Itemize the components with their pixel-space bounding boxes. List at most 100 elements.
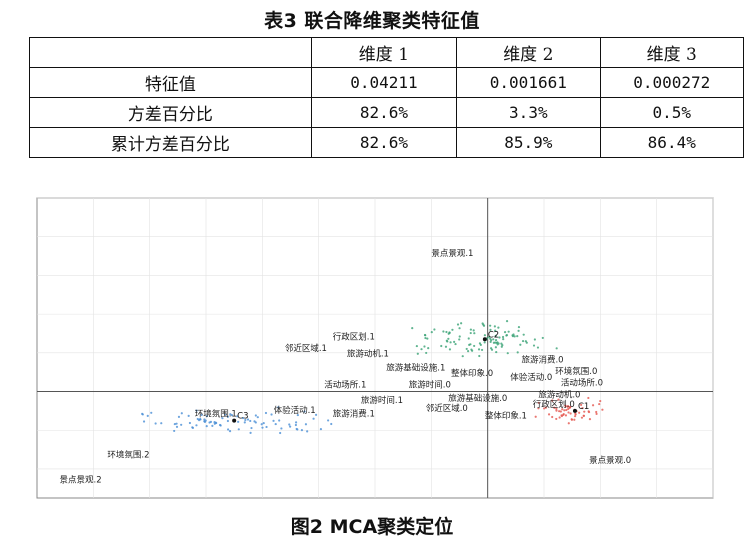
table-row: 特征值 0.04211 0.001661 0.000272 bbox=[29, 67, 744, 98]
observation-point bbox=[416, 352, 419, 355]
observation-point bbox=[280, 427, 283, 430]
observation-point bbox=[595, 412, 598, 416]
observation-point bbox=[564, 404, 567, 407]
observation-point bbox=[433, 328, 436, 331]
observation-point bbox=[228, 430, 232, 433]
category-label: 旅游时间.1 bbox=[361, 395, 403, 406]
grid-lines bbox=[37, 197, 714, 498]
observation-point bbox=[580, 416, 584, 419]
header-cell: 维度 1 bbox=[310, 37, 458, 68]
observation-point bbox=[327, 419, 330, 422]
observation-point bbox=[551, 415, 554, 419]
category-label: 旅游消费.1 bbox=[333, 409, 375, 420]
observation-point bbox=[517, 325, 521, 329]
observation-point bbox=[581, 406, 584, 410]
observation-point bbox=[469, 331, 472, 335]
observation-point bbox=[274, 422, 277, 426]
observation-point bbox=[423, 345, 426, 348]
category-label: 环境氛围.1 bbox=[195, 409, 237, 420]
observation-point bbox=[203, 418, 206, 421]
observation-point bbox=[467, 337, 470, 340]
observation-point bbox=[465, 347, 468, 351]
observation-point bbox=[601, 408, 604, 411]
observation-point bbox=[142, 420, 146, 423]
observation-point bbox=[517, 329, 520, 332]
observation-point bbox=[289, 425, 292, 428]
observation-point bbox=[458, 335, 461, 338]
observation-point bbox=[236, 415, 239, 418]
observation-point bbox=[506, 352, 509, 355]
table-row: 方差百分比 82.6% 3.3% 0.5% bbox=[29, 97, 744, 128]
cluster-center-label: C3 bbox=[237, 412, 248, 422]
observation-point bbox=[534, 415, 537, 418]
observation-point bbox=[547, 413, 551, 416]
observation-point bbox=[555, 347, 558, 350]
table-cell: 3.3% bbox=[456, 97, 601, 128]
observation-point bbox=[537, 401, 540, 404]
observation-point bbox=[226, 419, 230, 423]
observation-point bbox=[544, 406, 548, 409]
observation-point bbox=[460, 322, 463, 325]
category-label: 旅游动机.1 bbox=[347, 349, 389, 360]
observation-point bbox=[250, 426, 253, 430]
observation-point bbox=[507, 330, 510, 333]
observation-point bbox=[226, 415, 229, 418]
observation-point bbox=[501, 335, 505, 339]
observation-point bbox=[588, 418, 592, 421]
observation-point bbox=[497, 326, 500, 329]
observation-point bbox=[300, 429, 304, 432]
observation-point bbox=[543, 407, 546, 410]
row-label: 特征值 bbox=[29, 67, 312, 98]
observation-point bbox=[583, 410, 586, 413]
figure-caption: 图2 MCA聚类定位 bbox=[290, 516, 454, 538]
mca-scatter-plot: 景点景观.1 行政区划.1 邻近区域.1 旅游动机.1 旅游基础设施.1 活动场所.1 旅游… bbox=[36, 197, 714, 499]
category-labels: 景点景观.1 行政区划.1 邻近区域.1 旅游动机.1 旅游基础设施.1 活动场所.1 旅游… bbox=[60, 249, 632, 485]
observation-point bbox=[567, 407, 570, 411]
observation-point bbox=[442, 330, 445, 333]
reference-lines bbox=[37, 198, 713, 498]
category-label: 环境氛围.0 bbox=[555, 366, 597, 377]
observation-point bbox=[175, 425, 179, 428]
category-label: 景点景观.1 bbox=[431, 249, 473, 259]
observation-point bbox=[473, 344, 476, 348]
observation-point bbox=[319, 428, 323, 431]
observation-point bbox=[498, 336, 501, 339]
category-label: 活动场所.1 bbox=[324, 380, 366, 391]
observation-point bbox=[253, 420, 256, 423]
observation-point bbox=[187, 414, 190, 417]
observation-point bbox=[306, 430, 309, 433]
observation-point bbox=[513, 335, 516, 338]
observation-point bbox=[467, 350, 470, 353]
table-row: 累计方差百分比 82.6% 85.9% 86.4% bbox=[29, 127, 744, 158]
observation-point bbox=[489, 328, 492, 331]
observation-point bbox=[570, 418, 573, 421]
observation-point bbox=[330, 422, 333, 426]
category-label: 整体印象.1 bbox=[485, 411, 527, 422]
observation-point bbox=[424, 336, 427, 340]
observation-point bbox=[411, 327, 414, 330]
observation-point bbox=[141, 412, 144, 415]
observation-point bbox=[519, 343, 522, 346]
observation-point bbox=[461, 355, 464, 358]
observation-point bbox=[205, 415, 209, 418]
observation-point bbox=[561, 408, 564, 411]
category-label: 邻近区域.0 bbox=[426, 403, 468, 414]
header-cell: 维度 2 bbox=[456, 37, 601, 68]
observation-point bbox=[451, 328, 454, 331]
row-label: 累计方差百分比 bbox=[29, 127, 312, 158]
observation-point bbox=[521, 339, 525, 343]
table-cell: 0.000272 bbox=[599, 67, 744, 98]
category-label: 行政区划.1 bbox=[333, 331, 375, 342]
observation-point bbox=[246, 418, 250, 421]
observation-point bbox=[494, 338, 498, 342]
observation-point bbox=[191, 426, 194, 429]
observation-point bbox=[154, 422, 157, 425]
observation-point bbox=[173, 422, 176, 426]
observation-point bbox=[150, 411, 153, 414]
observation-point bbox=[200, 413, 203, 416]
observation-point bbox=[489, 337, 492, 340]
observation-point bbox=[195, 424, 198, 427]
observation-point bbox=[426, 337, 429, 340]
observation-point bbox=[180, 423, 183, 426]
observation-point bbox=[503, 331, 507, 334]
